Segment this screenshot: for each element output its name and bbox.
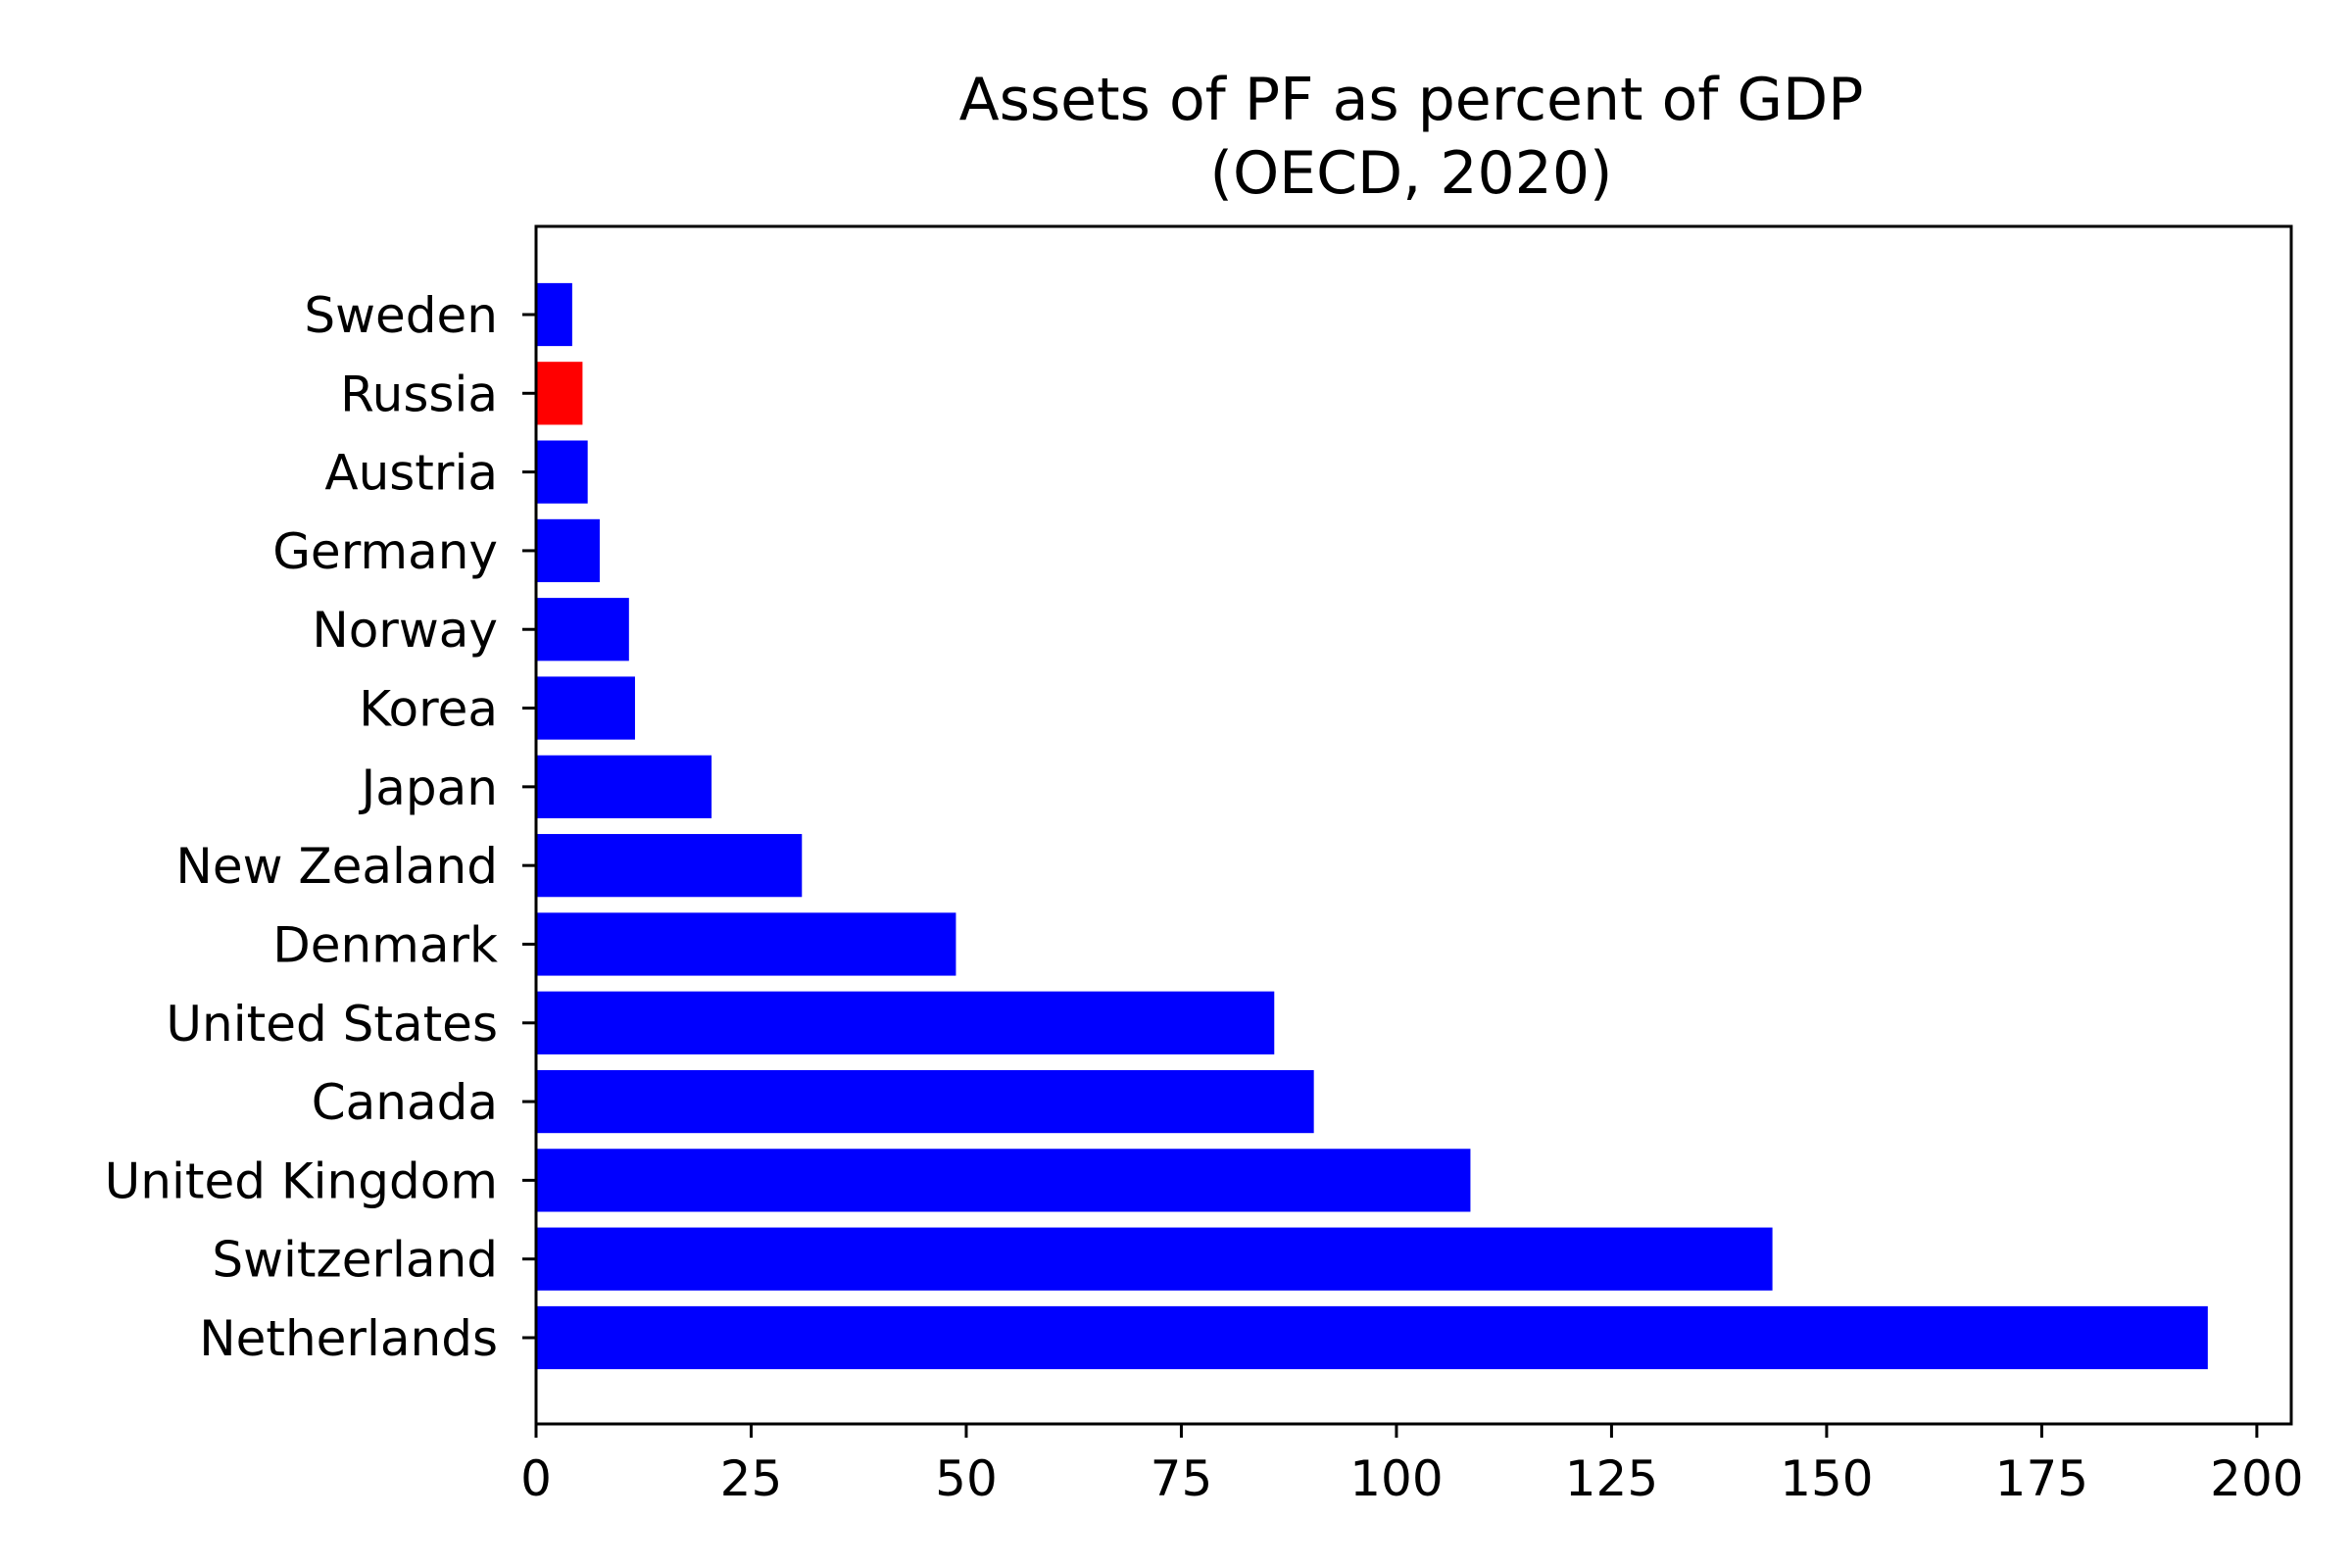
bar-new-zealand	[536, 834, 803, 898]
x-tick-label-175: 175	[1995, 1450, 2088, 1507]
y-tick-label-united-states: United States	[166, 996, 498, 1053]
bar-japan	[536, 755, 712, 818]
x-tick-label-100: 100	[1349, 1450, 1443, 1507]
y-tick-label-netherlands: Netherlands	[199, 1310, 498, 1367]
y-tick-label-austria: Austria	[324, 445, 498, 502]
bar-norway	[536, 598, 629, 662]
chart-title: Assets of PF as percent of GDP	[959, 66, 1864, 134]
bar-netherlands	[536, 1305, 2208, 1370]
bar-germany	[536, 518, 600, 583]
y-tick-label-new-zealand: New Zealand	[175, 838, 498, 895]
y-tick-label-sweden: Sweden	[304, 287, 498, 344]
bars-group	[536, 282, 2208, 1370]
bar-canada	[536, 1069, 1314, 1134]
bar-united-states	[536, 991, 1275, 1054]
x-tick-label-150: 150	[1780, 1450, 1873, 1507]
x-tick-label-50: 50	[935, 1450, 998, 1507]
y-tick-label-russia: Russia	[340, 366, 498, 422]
y-tick-label-denmark: Denmark	[272, 916, 498, 973]
x-tick-label-25: 25	[720, 1450, 783, 1507]
x-tick-label-125: 125	[1565, 1450, 1658, 1507]
y-tick-label-germany: Germany	[272, 523, 498, 580]
y-tick-label-japan: Japan	[359, 760, 498, 816]
y-tick-label-switzerland: Switzerland	[212, 1232, 498, 1289]
bar-denmark	[536, 912, 956, 976]
plot-frame	[534, 224, 2293, 1426]
bar-russia	[536, 362, 583, 425]
bar-austria	[536, 440, 588, 504]
bar-united-kingdom	[536, 1149, 1471, 1212]
y-tick-label-canada: Canada	[312, 1074, 498, 1131]
y-axis-ticks: Netherlands Switzerland United Kingdom Cana…	[105, 287, 536, 1367]
bar-sweden	[536, 282, 572, 347]
y-tick-label-korea: Korea	[359, 681, 498, 738]
y-tick-label-norway: Norway	[312, 602, 498, 659]
x-axis-ticks: 0 25 50 75 100 125 150 175 200	[520, 1424, 2304, 1507]
chart-subtitle: (OECD, 2020)	[1210, 139, 1613, 208]
x-tick-label-0: 0	[520, 1450, 552, 1507]
y-tick-label-united-kingdom: United Kingdom	[105, 1152, 498, 1209]
bar-switzerland	[536, 1227, 1773, 1291]
x-tick-label-75: 75	[1151, 1450, 1213, 1507]
bar-korea	[536, 676, 635, 740]
x-tick-label-200: 200	[2210, 1450, 2303, 1507]
